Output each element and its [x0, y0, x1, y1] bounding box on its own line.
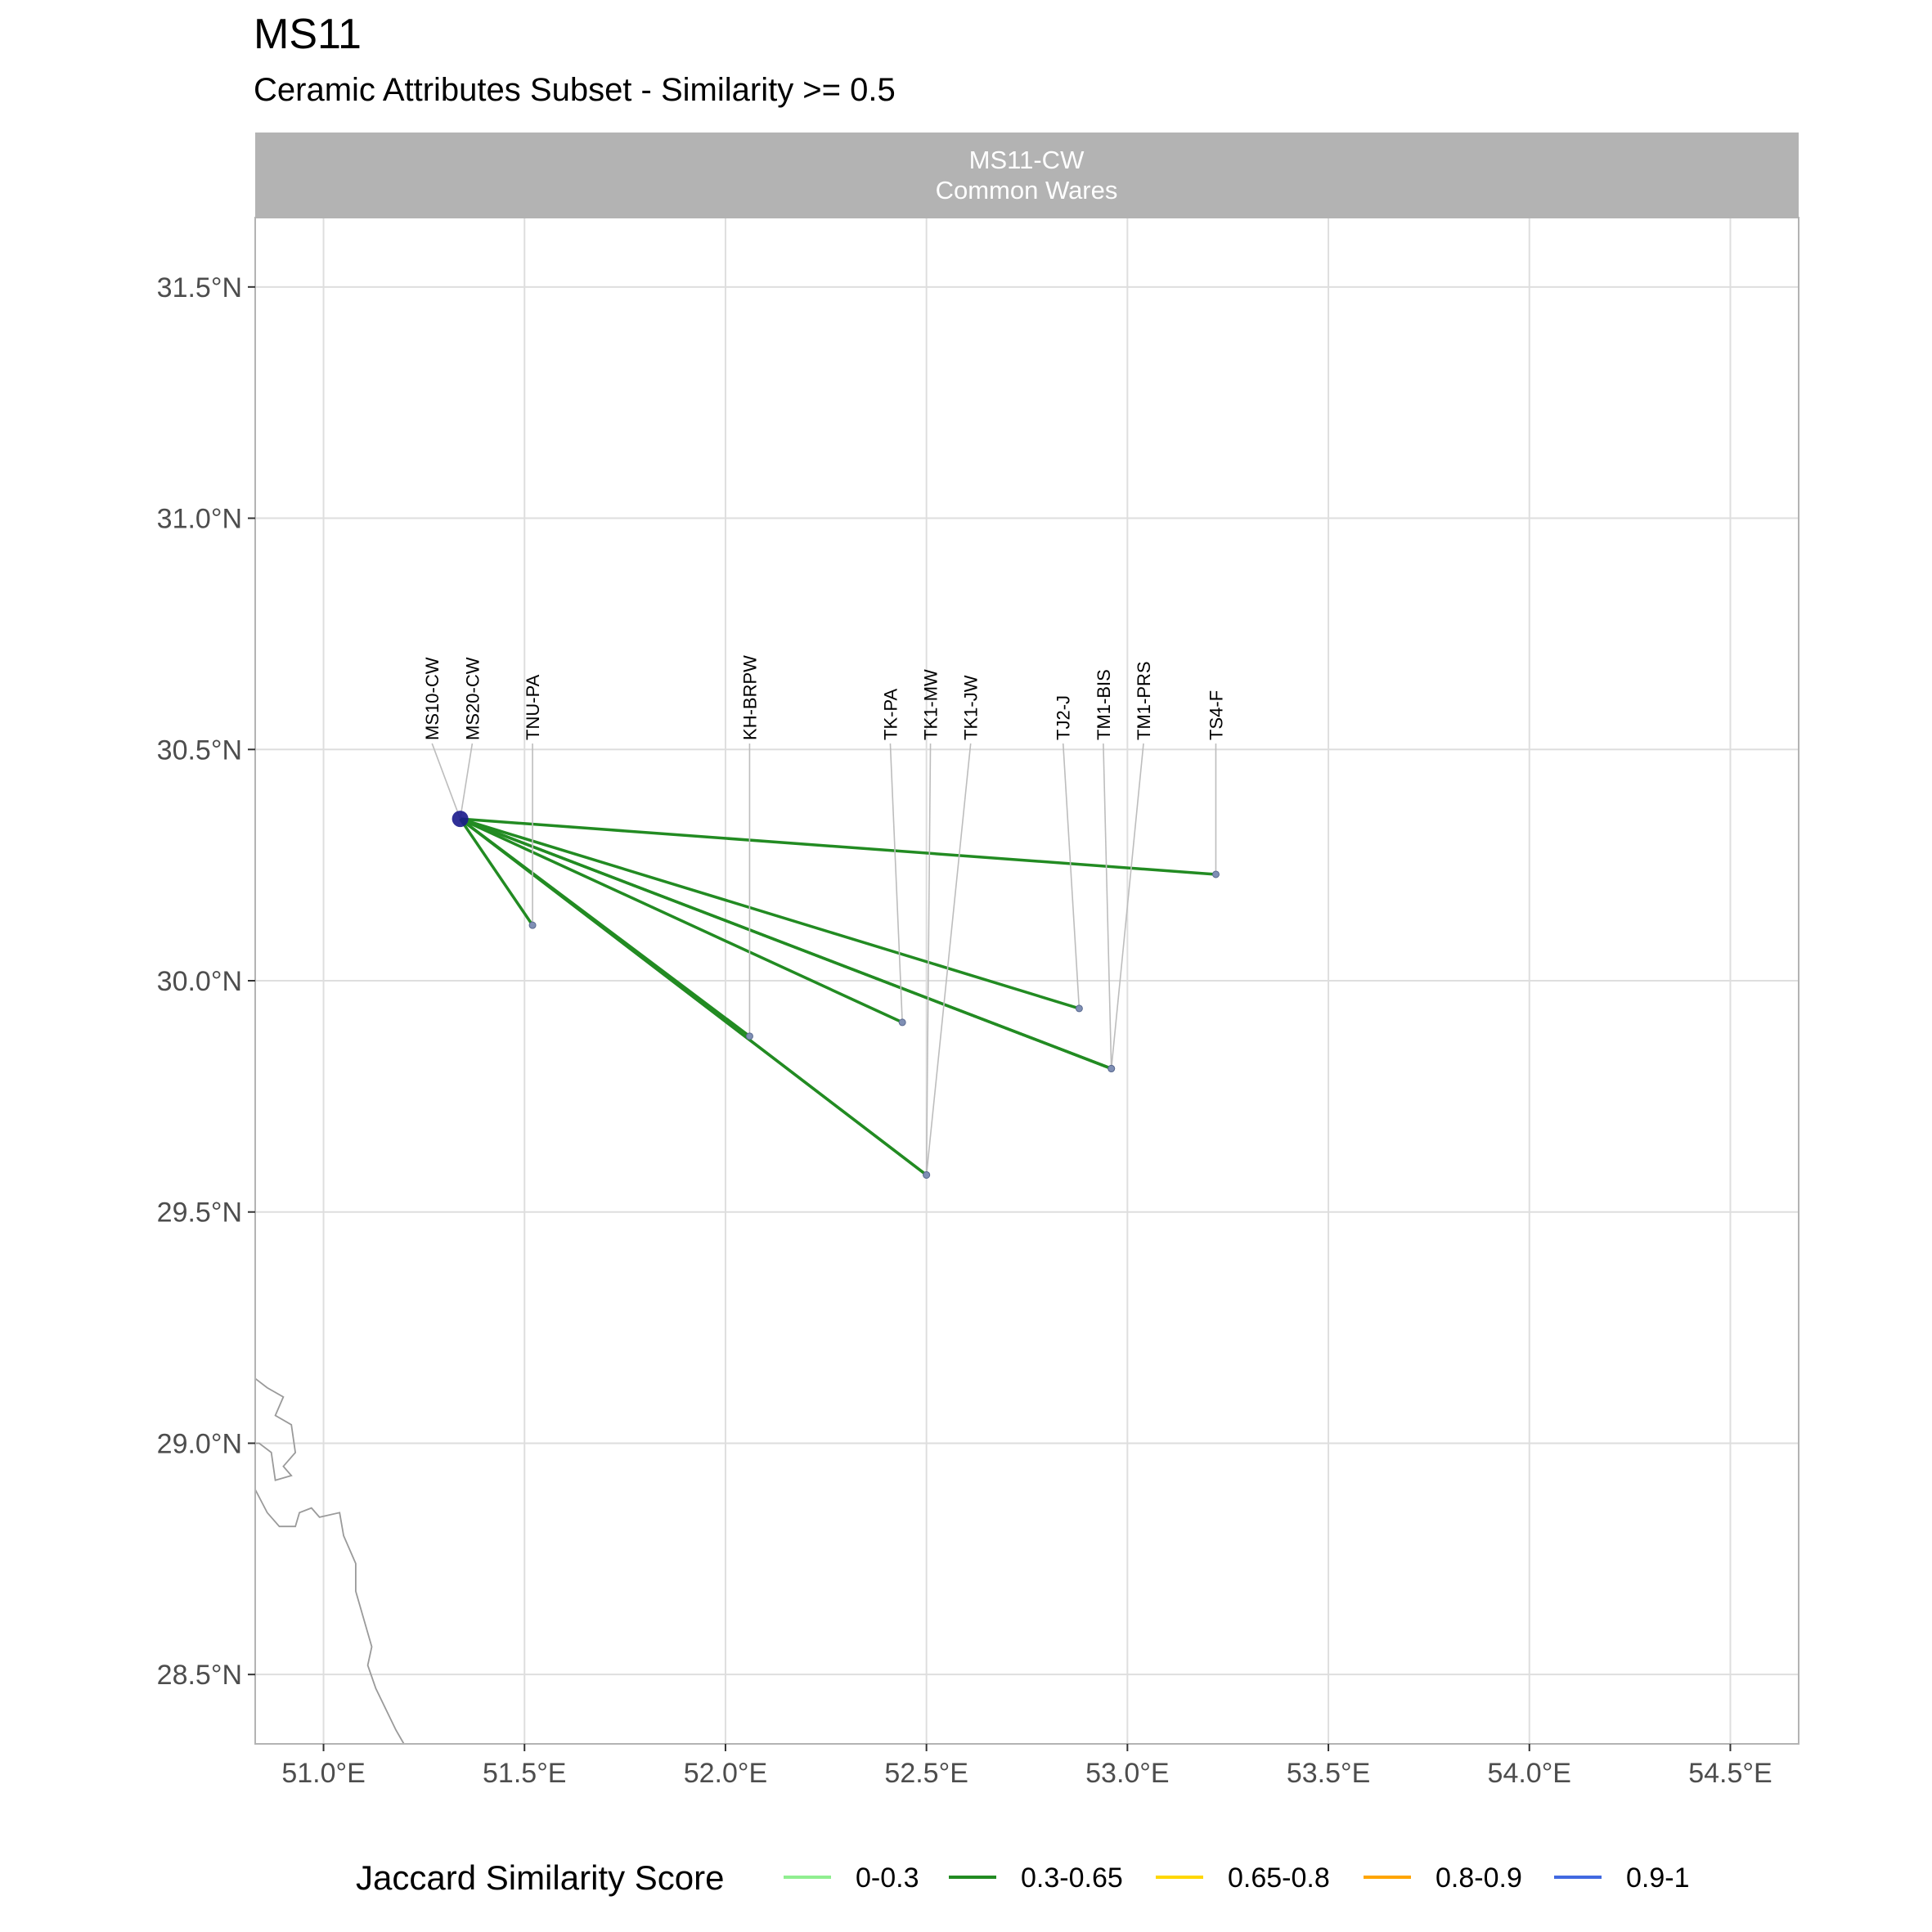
y-tick-label: 28.5°N — [157, 1660, 242, 1691]
label-leader — [459, 743, 474, 820]
site-point — [923, 1170, 931, 1179]
x-tick-label: 54.5°E — [1688, 1758, 1772, 1789]
y-tick-label: 29.5°N — [157, 1197, 242, 1229]
label-leader — [889, 743, 903, 1022]
site-label: MS10-CW — [422, 657, 443, 740]
site-point — [745, 1032, 753, 1040]
site-point — [1211, 870, 1220, 878]
y-tick-label: 31.0°N — [157, 504, 242, 535]
legend-item-label: 0.8-0.9 — [1436, 1862, 1522, 1894]
y-tick-label: 31.5°N — [157, 272, 242, 303]
legend-title: Jaccard Similarity Score — [356, 1858, 724, 1897]
site-label: TNU-PA — [523, 674, 543, 740]
coastline-path — [254, 1377, 297, 1481]
site-label: TK1-MW — [921, 669, 941, 740]
site-label: KH-BRPW — [739, 655, 760, 740]
label-leader — [1110, 743, 1144, 1069]
similarity-line — [459, 818, 534, 927]
label-leader — [925, 743, 972, 1175]
x-tick-label: 54.0°E — [1488, 1758, 1571, 1789]
legend-item-label: 0.3-0.65 — [1021, 1862, 1123, 1894]
x-tick-label: 51.0°E — [281, 1758, 365, 1789]
label-leader — [431, 743, 461, 820]
facet-label-code: MS11-CW — [969, 146, 1085, 174]
label-leader — [1062, 743, 1081, 1009]
site-point — [898, 1018, 906, 1027]
coastline — [254, 1377, 405, 1745]
legend-item-label: 0-0.3 — [856, 1862, 919, 1894]
site-label: TJ2-J — [1054, 695, 1074, 740]
x-tick-label: 53.5°E — [1287, 1758, 1370, 1789]
legend: Jaccard Similarity Score 0-0.3 0.3-0.65 0.6… — [356, 1858, 1690, 1897]
x-tick-label: 53.0°E — [1085, 1758, 1169, 1789]
y-tick-label: 30.0°N — [157, 966, 242, 997]
y-tick-label: 30.5°N — [157, 735, 242, 766]
legend-item-label: 0.9-1 — [1626, 1862, 1690, 1894]
site-point — [1075, 1004, 1083, 1013]
similarity-line — [459, 817, 903, 1024]
site-labels: MS10-CW MS20-CW TNU-PA KH-BRPW TK-PA TK1-MW TK… — [422, 655, 1226, 740]
site-label: TM1-PRS — [1134, 661, 1154, 740]
site-points — [452, 811, 1220, 1179]
grid-lines — [255, 218, 1799, 1744]
x-axis-ticks: 51.0°E 51.5°E 52.0°E 52.5°E 53.0°E 53.5°E 54.0… — [281, 1744, 1772, 1789]
chart-title: MS11 — [254, 11, 362, 58]
site-label: TK1-JW — [961, 675, 982, 740]
chart-subtitle: Ceramic Attributes Subset - Similarity >… — [254, 72, 896, 108]
similarity-line — [460, 817, 1080, 1010]
y-axis-ticks: 28.5°N 29.0°N 29.5°N 30.0°N 30.5°N 31.0°N 31.5… — [157, 272, 255, 1691]
x-tick-label: 52.0°E — [684, 1758, 767, 1789]
coastline-path — [254, 1489, 405, 1745]
legend-item-label: 0.65-0.8 — [1228, 1862, 1330, 1894]
site-point — [528, 921, 537, 929]
similarity-line — [459, 817, 928, 1176]
similarity-line — [460, 817, 1216, 876]
site-label: MS20-CW — [462, 657, 483, 740]
label-leader — [1103, 743, 1112, 1069]
y-tick-label: 29.0°N — [157, 1428, 242, 1459]
site-point — [1108, 1064, 1116, 1072]
x-tick-label: 52.5°E — [884, 1758, 968, 1789]
facet-label-name: Common Wares — [936, 176, 1118, 204]
label-leaders — [431, 743, 1217, 1175]
x-tick-label: 51.5°E — [483, 1758, 566, 1789]
site-label: TK-PA — [880, 688, 901, 739]
similarity-line — [459, 817, 1112, 1071]
site-label: TS4-F — [1206, 690, 1226, 740]
similarity-lines — [459, 817, 1216, 1176]
facet-strip — [255, 133, 1799, 218]
label-leader — [925, 743, 932, 1175]
origin-point — [452, 811, 469, 828]
site-label: TM1-BIS — [1094, 669, 1114, 740]
